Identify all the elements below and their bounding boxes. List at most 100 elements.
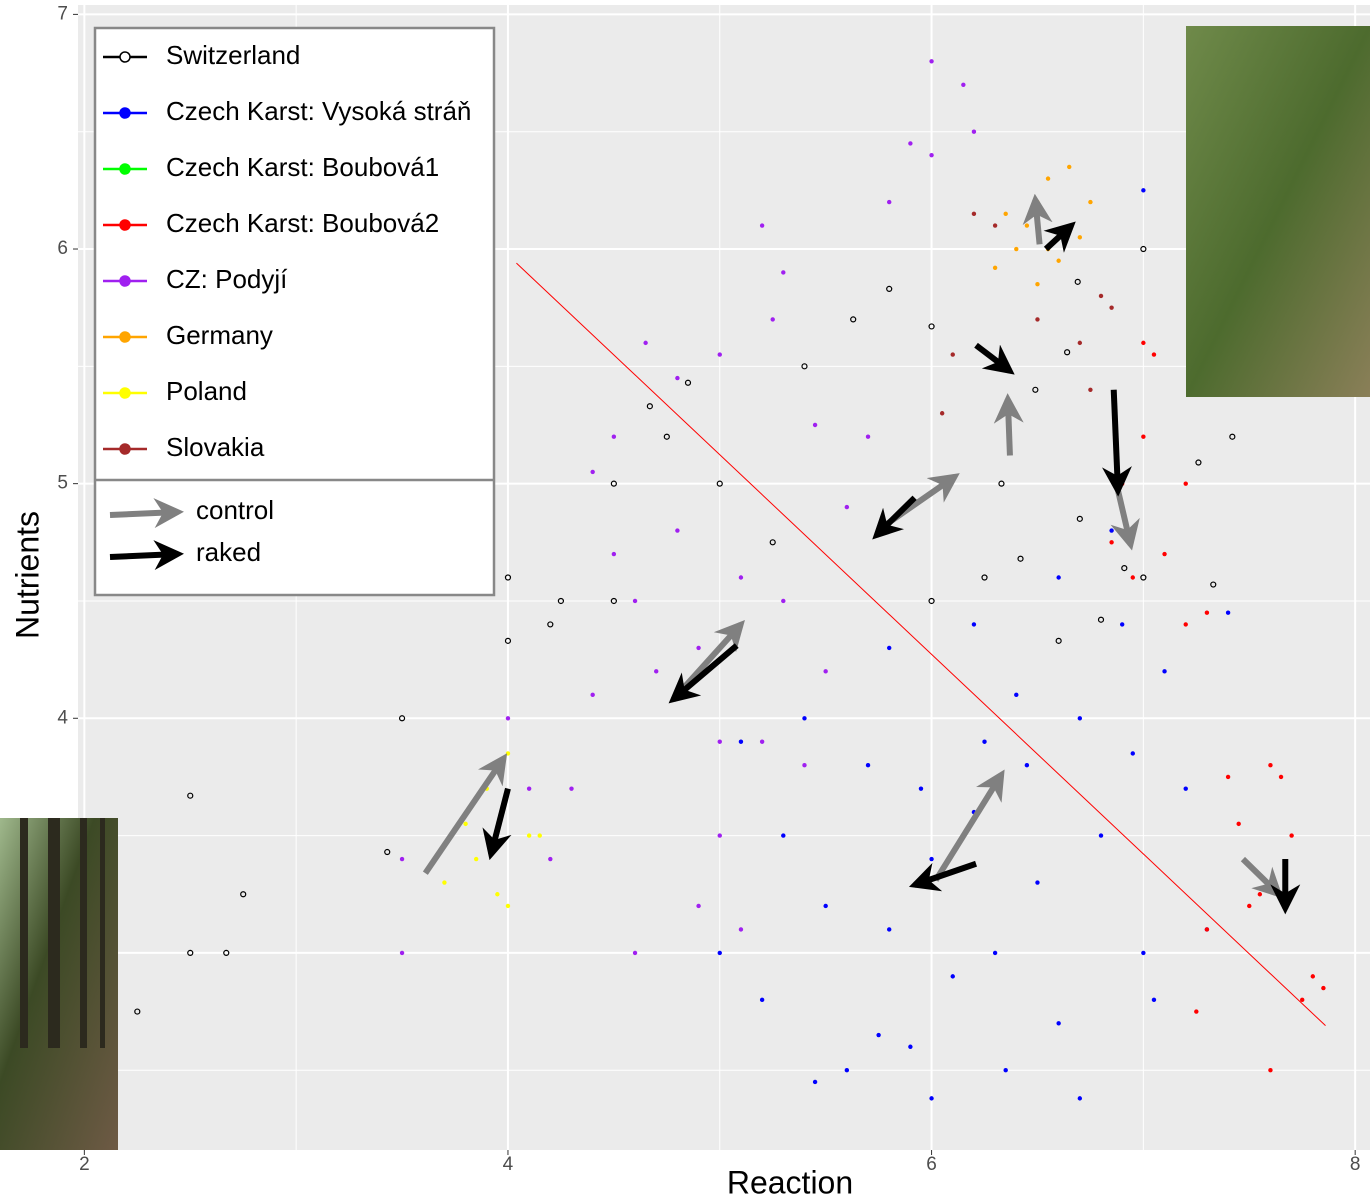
legend-label: Poland (166, 376, 247, 406)
point (1257, 892, 1263, 897)
point (1289, 833, 1294, 838)
point (1321, 985, 1326, 991)
legend-marker (119, 163, 131, 175)
point (134, 1008, 141, 1015)
shift-arrow (668, 643, 739, 704)
point (442, 880, 447, 885)
point (801, 363, 808, 370)
point (992, 223, 998, 228)
point (223, 949, 230, 957)
point (590, 469, 595, 475)
point (384, 848, 391, 856)
point (1109, 305, 1114, 310)
legend-label: Czech Karst: Vysoká stráň (166, 96, 471, 126)
point (929, 856, 934, 862)
point (495, 892, 500, 897)
point (537, 833, 542, 838)
legend: Switzerland Czech Karst: Vysoká stráň Czec… (93, 26, 496, 597)
photo-insets (0, 26, 1370, 1150)
point (971, 622, 977, 627)
shift-arrow (993, 393, 1024, 456)
point (1151, 997, 1157, 1003)
point (610, 480, 617, 487)
point (802, 716, 807, 721)
point (526, 786, 532, 791)
point (632, 950, 638, 956)
point (971, 129, 977, 134)
point (1077, 235, 1083, 240)
point (1204, 927, 1210, 932)
point (717, 352, 722, 357)
point (992, 950, 998, 956)
point (463, 821, 468, 827)
y-tick-label: 4 (57, 707, 68, 728)
shift-arrow (872, 495, 917, 540)
y-axis-title: Nutrients (9, 511, 45, 639)
point (1077, 716, 1083, 721)
point (1077, 1096, 1083, 1101)
point (663, 433, 670, 440)
point (781, 833, 786, 838)
point (1141, 434, 1146, 439)
photo (1186, 26, 1370, 397)
point (1109, 528, 1114, 533)
point (717, 950, 722, 956)
point (887, 199, 892, 205)
point (1109, 540, 1114, 545)
shift-arrow (422, 753, 508, 875)
legend-label: control (196, 495, 274, 525)
point (1035, 282, 1040, 287)
point (769, 539, 776, 546)
point (675, 528, 680, 533)
point (802, 763, 807, 768)
point (675, 375, 680, 381)
point (1067, 164, 1072, 170)
point (504, 637, 512, 644)
point (812, 422, 818, 428)
x-tick-label: 6 (926, 1154, 937, 1175)
point (1014, 692, 1019, 698)
point (526, 833, 532, 838)
point (1077, 340, 1083, 346)
point (505, 903, 511, 909)
point (547, 621, 554, 628)
point (1064, 349, 1071, 356)
legend-label: Germany (166, 320, 273, 350)
point (1140, 574, 1147, 581)
point (1121, 565, 1128, 572)
point (908, 1044, 913, 1049)
point (505, 716, 511, 721)
point (865, 763, 871, 768)
point (1088, 387, 1093, 392)
point (398, 715, 406, 722)
point (399, 950, 405, 956)
point (1098, 833, 1104, 838)
point (939, 411, 945, 416)
x-axis-title: Reaction (727, 1164, 853, 1200)
point (1056, 1021, 1061, 1026)
y-tick-label: 5 (57, 473, 68, 494)
point (998, 480, 1005, 487)
point (1130, 751, 1135, 756)
photo-tree (100, 818, 105, 1048)
point (759, 223, 765, 228)
point (1225, 610, 1231, 615)
shift-arrow (1043, 221, 1076, 253)
point (1003, 211, 1008, 217)
point (1141, 340, 1146, 346)
point (886, 285, 893, 293)
point (759, 739, 765, 744)
point (1300, 997, 1305, 1003)
point (928, 597, 935, 605)
point (717, 739, 722, 744)
point (981, 574, 988, 581)
point (643, 340, 648, 346)
point (611, 551, 617, 557)
point (844, 1068, 850, 1073)
point (1268, 1068, 1273, 1073)
point (928, 323, 935, 330)
point (610, 597, 617, 605)
legend-label: Slovakia (166, 432, 265, 462)
point (557, 597, 565, 605)
